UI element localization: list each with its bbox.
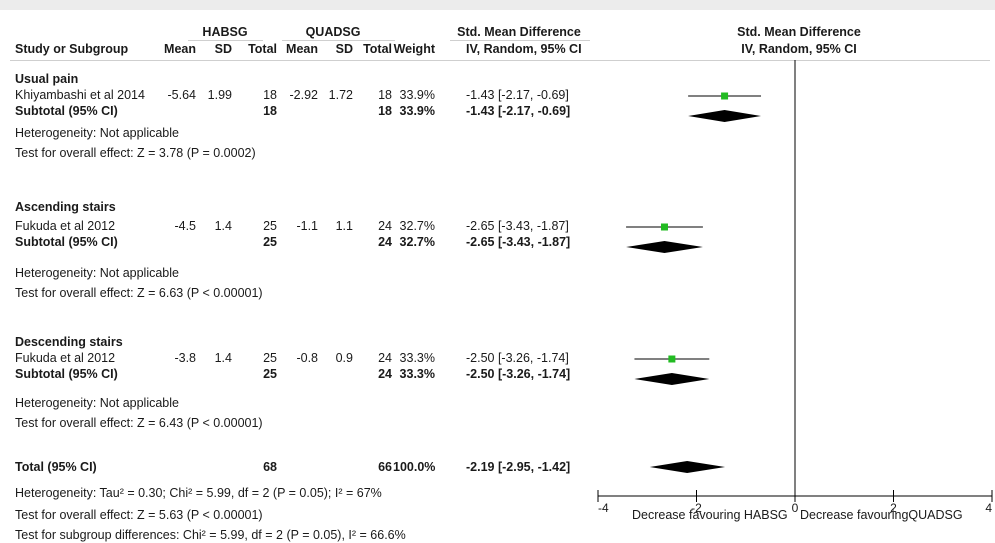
- total-weight: 100.0%: [393, 460, 436, 474]
- top-bar: [0, 0, 995, 10]
- col-weight: Weight: [393, 42, 435, 56]
- study-sd2: 0.9: [335, 351, 353, 365]
- x-axis-tick-label: 4: [985, 501, 992, 515]
- col-total1: Total: [248, 42, 277, 56]
- overall-effect-text: Test for overall effect: Z = 3.78 (P = 0…: [15, 146, 256, 160]
- overall-effect-text: Test for overall effect: Z = 6.43 (P < 0…: [15, 416, 263, 430]
- axis-left-label: Decrease favouring HABSG: [632, 508, 788, 522]
- subtotal-ci: -2.50 [-3.26, -1.74]: [466, 367, 571, 381]
- total-overall-effect: Test for overall effect: Z = 5.63 (P < 0…: [15, 508, 263, 522]
- col-total2: Total: [363, 42, 392, 56]
- study-sd2: 1.1: [335, 219, 353, 233]
- group2-header: QUADSG: [305, 25, 361, 39]
- overall-diamond: [649, 461, 726, 473]
- subtotal-diamond: [626, 241, 703, 253]
- col-mean1: Mean: [164, 42, 196, 56]
- subtotal-total2: 24: [378, 367, 392, 381]
- study-total1: 18: [263, 88, 277, 102]
- axis-right-label: Decrease favouringQUADSG: [800, 508, 963, 522]
- heterogeneity-text: Heterogeneity: Not applicable: [15, 396, 179, 410]
- subtotal-total1: 25: [263, 235, 277, 249]
- col-sd2: SD: [335, 42, 353, 56]
- study-total2: 18: [378, 88, 392, 102]
- subtotal-total2: 24: [378, 235, 392, 249]
- col-study: Study or Subgroup: [15, 42, 129, 56]
- overall-effect-text: Test for overall effect: Z = 6.63 (P < 0…: [15, 286, 263, 300]
- x-axis-tick-label: -4: [598, 501, 609, 515]
- study-mean1: -5.64: [167, 88, 197, 102]
- subtotal-ci: -2.65 [-3.43, -1.87]: [466, 235, 571, 249]
- group1-rule: [188, 40, 263, 41]
- study-total2: 24: [378, 351, 392, 365]
- subtotal-label: Subtotal (95% CI): [15, 367, 118, 381]
- x-axis-tick-label: -2: [691, 501, 702, 515]
- header-rule: [10, 60, 990, 61]
- plot-subtitle: IV, Random, 95% CI: [741, 42, 857, 56]
- col-sd1: SD: [214, 42, 232, 56]
- study-mean2: -0.8: [296, 351, 318, 365]
- study-ci: -2.50 [-3.26, -1.74]: [466, 351, 569, 365]
- study-mean1: -3.8: [174, 351, 196, 365]
- study-total1: 25: [263, 351, 277, 365]
- study-mean2: -2.92: [289, 88, 319, 102]
- study-mean1: -4.5: [174, 219, 196, 233]
- subtotal-diamond: [688, 110, 762, 122]
- effect-header: Std. Mean Difference: [457, 25, 581, 39]
- subtotal-weight: 33.9%: [399, 104, 435, 118]
- subtotal-total1: 25: [263, 367, 277, 381]
- subtotal-weight: 33.3%: [399, 367, 435, 381]
- study-sd2: 1.72: [328, 88, 353, 102]
- study-ci: -2.65 [-3.43, -1.87]: [466, 219, 569, 233]
- subgroup-differences: Test for subgroup differences: Chi² = 5.…: [15, 528, 406, 542]
- study-ci: -1.43 [-2.17, -0.69]: [466, 88, 569, 102]
- subgroup-title: Descending stairs: [15, 335, 123, 349]
- col-ci: IV, Random, 95% CI: [466, 42, 582, 56]
- study-total1: 25: [263, 219, 277, 233]
- total-label: Total (95% CI): [15, 460, 97, 474]
- effect-rule: [450, 40, 590, 41]
- study-sd1: 1.4: [214, 351, 232, 365]
- subtotal-ci: -1.43 [-2.17, -0.69]: [466, 104, 571, 118]
- study-name: Khiyambashi et al 2014: [15, 88, 145, 102]
- subgroup-title: Usual pain: [15, 72, 79, 86]
- study-sd1: 1.4: [214, 219, 232, 233]
- total-total1: 68: [263, 460, 277, 474]
- subtotal-label: Subtotal (95% CI): [15, 235, 118, 249]
- total-total2: 66: [378, 460, 392, 474]
- total-heterogeneity: Heterogeneity: Tau² = 0.30; Chi² = 5.99,…: [15, 486, 382, 500]
- col-mean2: Mean: [286, 42, 318, 56]
- study-square: [668, 355, 676, 363]
- study-mean2: -1.1: [296, 219, 318, 233]
- subtotal-weight: 32.7%: [399, 235, 435, 249]
- study-square: [660, 223, 668, 231]
- subtotal-total1: 18: [263, 104, 277, 118]
- heterogeneity-text: Heterogeneity: Not applicable: [15, 126, 179, 140]
- study-square: [721, 92, 729, 100]
- study-weight: 32.7%: [399, 219, 435, 233]
- total-ci: -2.19 [-2.95, -1.42]: [466, 460, 571, 474]
- x-axis-tick-label: 0: [792, 501, 799, 515]
- study-name: Fukuda et al 2012: [15, 219, 116, 233]
- subtotal-label: Subtotal (95% CI): [15, 104, 118, 118]
- study-weight: 33.9%: [399, 88, 435, 102]
- subtotal-diamond: [634, 373, 710, 385]
- subtotal-total2: 18: [378, 104, 392, 118]
- subgroup-title: Ascending stairs: [15, 200, 116, 214]
- study-sd1: 1.99: [207, 88, 232, 102]
- x-axis-tick-label: 2: [890, 501, 897, 515]
- group2-rule: [282, 40, 395, 41]
- group1-header: HABSG: [202, 25, 248, 39]
- study-total2: 24: [378, 219, 392, 233]
- study-weight: 33.3%: [399, 351, 435, 365]
- heterogeneity-text: Heterogeneity: Not applicable: [15, 266, 179, 280]
- study-name: Fukuda et al 2012: [15, 351, 116, 365]
- plot-title: Std. Mean Difference: [737, 25, 861, 39]
